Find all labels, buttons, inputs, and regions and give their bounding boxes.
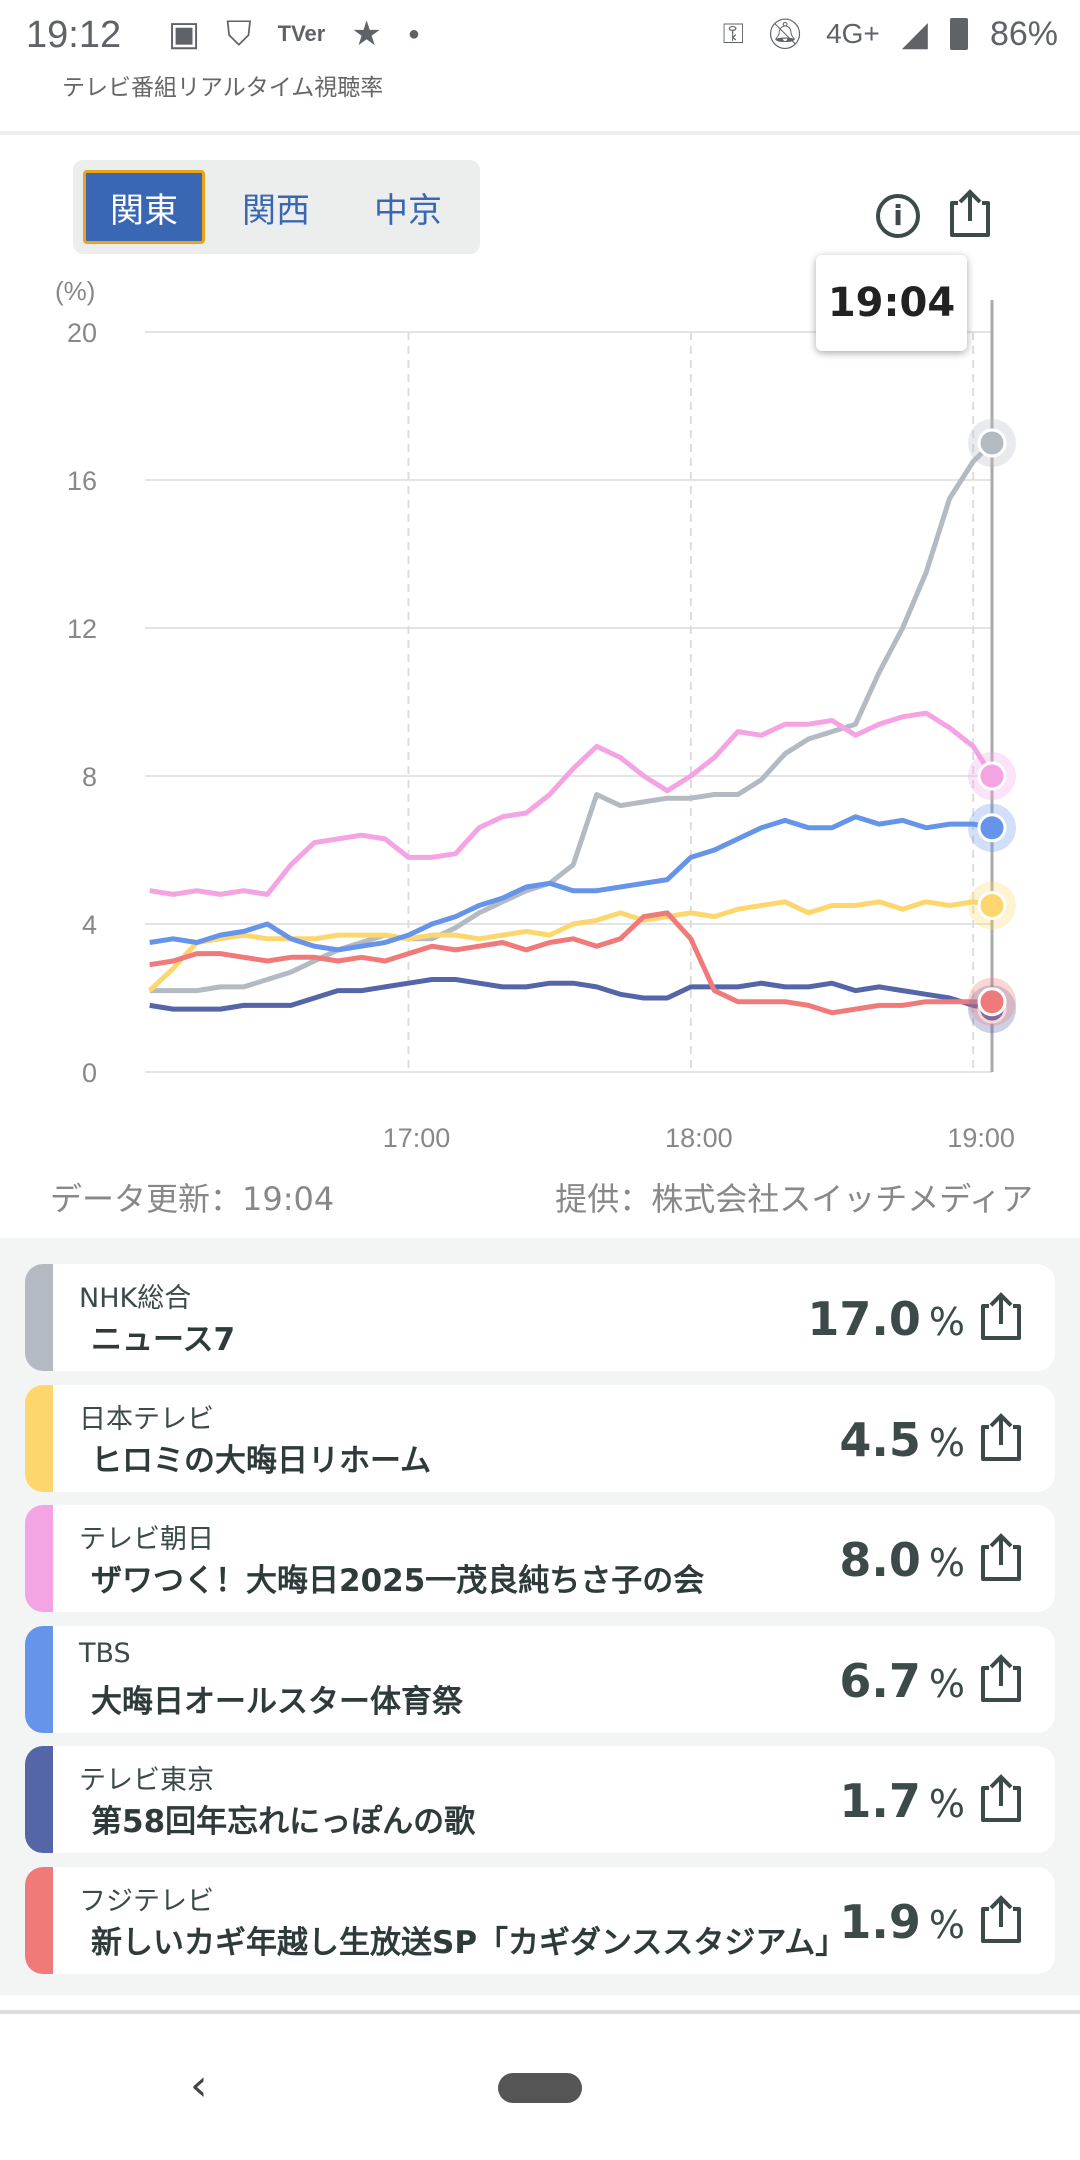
rating-unit: % [928,1782,965,1827]
channel-name: TBS [79,1637,131,1669]
y-tick-label: 4 [82,910,97,940]
rating-number: 4.5 [839,1412,921,1467]
series-marker [977,987,1007,1017]
tver-icon: TVer [277,21,326,46]
series-line [149,814,993,953]
program-title: 第58回年忘れにっぽんの歌 [91,1804,476,1841]
y-tick-label: 16 [67,466,97,496]
share-icon[interactable] [979,1774,1023,1824]
y-tick-label: 12 [67,614,97,644]
key-icon: ⚿ [722,17,744,49]
program-card[interactable]: テレビ朝日 ザワつく！大晦日2025一茂良純ちさ子の会 8.0% [25,1505,1055,1613]
rating-number: 1.9 [839,1895,921,1949]
rating-number: 17.0 [807,1292,921,1346]
channel-color-bar [25,1505,53,1613]
program-card[interactable]: フジテレビ 新しいカギ年越し生放送SP「カギダンススタジアム」 1.9% [25,1867,1055,1974]
y-tick-label: 20 [67,318,97,348]
star-icon: ★ [351,15,382,53]
rating-value: 8.0% [839,1533,965,1587]
tab-chukyo[interactable]: 中京 [374,190,442,231]
series-line [149,977,993,1012]
status-bar: 19:12 ▣ ⛉ TVer ★ ● ⚿ 🔕︎ 4G+ ◢ 86% [0,0,1080,70]
bell-off-icon: 🔕︎ [765,17,805,51]
channel-color-bar [25,1867,53,1974]
series-line [149,710,995,897]
tab-kansai[interactable]: 関西 [242,190,310,231]
program-title: 新しいカギ年越し生放送SP「カギダンススタジアム」 [91,1925,847,1961]
rating-value: 6.7% [839,1654,965,1708]
y-axis-unit: (%) [55,276,95,306]
share-icon[interactable] [979,1895,1023,1945]
share-icon[interactable] [979,1412,1023,1463]
channel-name: NHK総合 [79,1283,192,1314]
image-icon: ▣ [168,15,201,53]
series-line [149,910,992,1016]
rating-value: 17.0% [807,1292,965,1346]
program-card[interactable]: 日本テレビ ヒロミの大晦日リホーム 4.5% [25,1384,1055,1492]
share-icon[interactable] [979,1653,1023,1704]
y-tick-label: 8 [82,762,97,792]
tab-kanto[interactable]: 関東 [83,170,205,244]
y-tick-label: 0 [82,1058,97,1088]
network-label: 4G+ [826,18,880,49]
share-icon[interactable] [979,1292,1023,1342]
x-tick-label: 17:00 [383,1123,451,1153]
channel-color-bar [25,1625,53,1733]
channel-color-bar [25,1746,53,1854]
x-tick-label: 19:00 [947,1123,1015,1153]
shield-check-icon: ⛉ [226,14,252,53]
rating-value: 1.7% [839,1774,965,1828]
channel-name: フジテレビ [79,1886,214,1917]
data-provider: 提供：株式会社スイッチメディア [555,1180,1033,1218]
channel-name: テレビ東京 [79,1765,214,1797]
info-icon[interactable]: i [876,194,920,238]
region-tabs: 関東 関西 中京 [73,160,480,254]
program-title: ヒロミの大晦日リホーム [91,1442,432,1479]
x-tick-label: 18:00 [665,1123,733,1153]
battery-percent: 86% [989,14,1058,53]
share-icon[interactable] [979,1533,1023,1583]
rating-unit: % [928,1541,965,1586]
series-marker [977,813,1007,843]
program-card[interactable]: NHK総合 ニュース7 17.0% [25,1264,1055,1371]
rating-unit: % [928,1903,965,1947]
rating-chart[interactable]: (%) 0 4 8 12 16 20 17:00 18:00 19:00 [0,270,1080,1170]
nav-separator [0,2010,1080,2014]
rating-number: 8.0 [839,1533,921,1588]
rating-number: 1.7 [839,1774,921,1829]
program-title: 大晦日オールスター体育祭 [91,1683,463,1720]
rating-value: 1.9% [839,1895,965,1949]
signal-icon: ◢ [901,15,928,53]
series-marker [977,428,1007,458]
series-marker [977,761,1007,791]
program-card[interactable]: TBS 大晦日オールスター体育祭 6.7% [25,1625,1055,1733]
program-card[interactable]: テレビ東京 第58回年忘れにっぽんの歌 1.7% [25,1746,1055,1854]
rating-unit: % [928,1300,965,1344]
channel-name: テレビ朝日 [79,1524,214,1556]
rating-value: 4.5% [839,1413,965,1467]
program-title: ザワつく！大晦日2025一茂良純ちさ子の会 [91,1563,705,1600]
home-button[interactable] [498,2073,582,2103]
channel-color-bar [25,1384,53,1492]
share-icon[interactable] [948,189,992,239]
dot-icon: ● [407,22,420,45]
channel-color-bar [25,1264,53,1371]
series-line [149,441,994,994]
rating-unit: % [928,1661,965,1706]
divider [0,131,1080,135]
time-tooltip: 19:04 [816,255,967,351]
app-title: テレビ番組リアルタイム視聴率 [62,75,384,101]
rating-unit: % [928,1420,965,1465]
series-marker [977,891,1007,920]
channel-name: 日本テレビ [79,1403,214,1435]
battery-icon [949,18,968,50]
program-title: ニュース7 [91,1322,236,1358]
data-updated: データ更新：19:04 [50,1180,335,1218]
rating-number: 6.7 [839,1653,921,1708]
back-button[interactable]: ‹ [190,2060,208,2111]
status-time: 19:12 [26,14,122,56]
